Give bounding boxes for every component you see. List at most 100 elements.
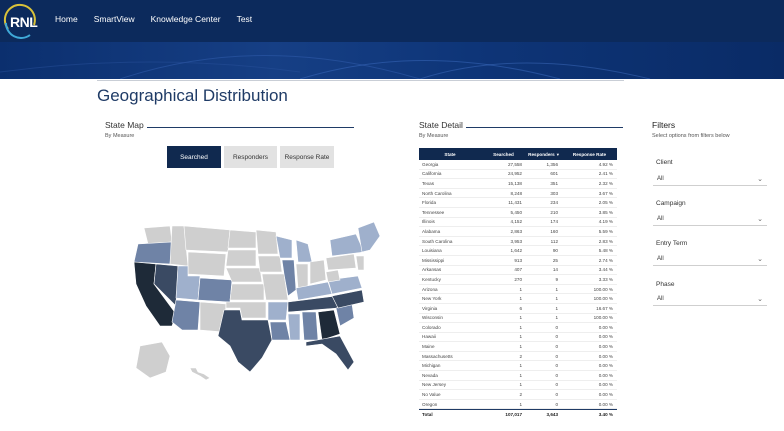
table-row[interactable]: Arizona 1 1 100.00 % <box>419 285 617 295</box>
page-title: Geographical Distribution <box>97 86 288 105</box>
row-searched: 1 <box>519 324 522 330</box>
row-searched: 8,248 <box>510 190 523 196</box>
table-row[interactable]: Nevada 1 0 0.00 % <box>419 371 617 381</box>
row-response-rate: 100.00 % <box>593 315 613 321</box>
row-response-rate: 5.48 % <box>598 248 613 254</box>
row-searched: 1 <box>519 401 522 407</box>
row-response-rate: 0.00 % <box>598 324 613 330</box>
filter-campaign-label: Campaign <box>656 200 686 207</box>
table-row[interactable]: Louisiana 1,642 90 5.48 % <box>419 246 617 256</box>
total-responders: 3,643 <box>546 412 559 418</box>
table-row[interactable]: Colorado 1 0 0.00 % <box>419 323 617 333</box>
nav-test[interactable]: Test <box>236 14 253 24</box>
row-responders: 0 <box>555 353 558 359</box>
state-alaska <box>135 341 171 379</box>
row-response-rate: 100.00 % <box>593 296 613 302</box>
title-divider <box>97 80 624 81</box>
state-wisconsin <box>275 235 293 259</box>
row-searched: 3,953 <box>510 238 523 244</box>
main-nav: Home SmartView Knowledge Center Test <box>55 14 268 24</box>
filter-entry-term-select[interactable]: All ⌄ <box>653 253 767 266</box>
col-state-header[interactable]: State <box>444 151 456 157</box>
table-row[interactable]: Arkansas 407 14 3.44 % <box>419 266 617 276</box>
table-row[interactable]: Wisconsin 1 1 100.00 % <box>419 314 617 324</box>
row-state: Texas <box>422 180 434 186</box>
table-row[interactable]: Hawaii 1 0 0.00 % <box>419 333 617 343</box>
table-row[interactable]: Illinois 4,152 174 4.19 % <box>419 218 617 228</box>
table-row[interactable]: New Jersey 1 0 0.00 % <box>419 381 617 391</box>
row-response-rate: 2.05 % <box>598 200 613 206</box>
state-map-subtitle: By Measure <box>105 133 135 139</box>
row-responders: 9 <box>555 276 558 282</box>
measure-searched-button[interactable]: Searched <box>167 146 221 168</box>
row-state: California <box>422 171 442 177</box>
table-row[interactable]: Florida 11,431 234 2.05 % <box>419 198 617 208</box>
table-row[interactable]: Michigan 1 0 0.00 % <box>419 361 617 372</box>
row-response-rate: 16.67 % <box>596 305 613 311</box>
row-searched: 1 <box>519 315 522 321</box>
row-state: Arkansas <box>422 267 442 273</box>
row-responders: 351 <box>550 180 558 186</box>
row-response-rate: 100.00 % <box>593 286 613 292</box>
row-response-rate: 4.19 % <box>598 219 613 225</box>
row-searched: 5,450 <box>510 209 523 215</box>
state-iowa <box>257 255 283 273</box>
logo-ring-icon <box>3 3 36 39</box>
state-map-rule <box>147 127 354 128</box>
table-row[interactable]: Tennessee 5,450 210 3.85 % <box>419 208 617 218</box>
row-state: Louisiana <box>422 248 442 254</box>
table-row[interactable]: South Carolina 3,953 112 2.83 % <box>419 237 617 247</box>
nav-smartview[interactable]: SmartView <box>93 14 135 24</box>
table-row[interactable]: No Value 2 0 0.00 % <box>419 390 617 400</box>
state-kansas <box>229 283 265 301</box>
filter-campaign-select[interactable]: All ⌄ <box>653 213 767 226</box>
row-searched: 15,138 <box>507 180 522 186</box>
total-searched: 107,017 <box>505 412 522 418</box>
table-row[interactable]: Alabama 2,863 160 5.59 % <box>419 227 617 237</box>
table-row[interactable]: Texas 15,138 351 2.32 % <box>419 179 617 189</box>
table-row[interactable]: Oregon 1 0 0.00 % <box>419 400 617 410</box>
table-row[interactable]: New York 1 1 100.00 % <box>419 294 617 304</box>
row-responders: 90 <box>552 248 558 254</box>
row-searched: 2 <box>519 392 522 398</box>
row-response-rate: 2.74 % <box>598 257 613 263</box>
filter-client-select[interactable]: All ⌄ <box>653 173 767 186</box>
table-row[interactable]: Maine 1 0 0.00 % <box>419 342 617 352</box>
col-response-rate-header[interactable]: Response Rate <box>572 151 607 157</box>
row-response-rate: 3.67 % <box>598 190 613 196</box>
nav-home[interactable]: Home <box>55 14 78 24</box>
row-searched: 1,642 <box>510 248 523 254</box>
state-west-virginia <box>325 269 341 283</box>
row-state: Wisconsin <box>422 315 443 321</box>
table-row[interactable]: California 24,952 601 2.41 % <box>419 170 617 180</box>
filter-phase-select[interactable]: All ⌄ <box>653 293 767 306</box>
measure-responders-button[interactable]: Responders <box>224 146 277 168</box>
row-responders: 1 <box>555 296 558 302</box>
state-colorado <box>197 277 233 303</box>
measure-response-rate-button[interactable]: Response Rate <box>280 146 334 168</box>
row-searched: 1 <box>519 334 522 340</box>
table-row[interactable]: Kentucky 270 9 3.33 % <box>419 275 617 285</box>
us-choropleth-map[interactable] <box>126 222 386 384</box>
row-state: Alabama <box>422 228 441 234</box>
row-state: Florida <box>422 200 437 206</box>
nav-knowledge-center[interactable]: Knowledge Center <box>150 14 221 24</box>
state-detail-subtitle: By Measure <box>419 133 449 139</box>
table-row[interactable]: Virginia 6 1 16.67 % <box>419 304 617 314</box>
row-state: Tennessee <box>422 209 445 215</box>
row-responders: 0 <box>555 324 558 330</box>
row-responders: 1 <box>555 305 558 311</box>
state-arizona <box>171 299 201 331</box>
row-responders: 1 <box>555 286 558 292</box>
rnl-logo[interactable]: RNL <box>2 3 38 39</box>
table-row[interactable]: Georgia 27,558 1,356 4.92 % <box>419 160 617 170</box>
col-responders-header[interactable]: Responders ▼ <box>526 152 562 157</box>
col-searched-header[interactable]: Searched <box>493 151 514 157</box>
table-row[interactable]: Mississippi 913 25 2.74 % <box>419 256 617 266</box>
state-detail-table: State Searched Responders ▼ Response Rat… <box>419 148 617 419</box>
row-searched: 1 <box>519 296 522 302</box>
row-searched: 1 <box>519 382 522 388</box>
state-new-york <box>329 233 365 257</box>
table-row[interactable]: North Carolina 8,248 303 3.67 % <box>419 189 617 199</box>
table-row[interactable]: Massachusetts 2 0 0.00 % <box>419 352 617 362</box>
